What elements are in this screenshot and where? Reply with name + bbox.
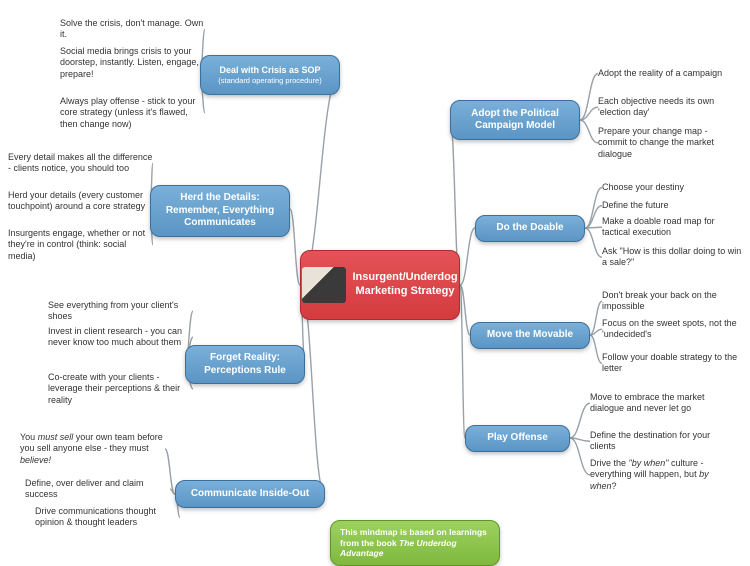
branch-label: Forget Reality: Perceptions Rule xyxy=(196,352,294,377)
leaf-text: Define, over deliver and claim success xyxy=(25,478,170,501)
leaf-text: Ask "How is this dollar doing to win a s… xyxy=(602,246,742,269)
leaf-text: Define the destination for your clients xyxy=(590,430,730,453)
branch-label: Deal with Crisis as SOP xyxy=(218,65,321,76)
branch-label: Do the Doable xyxy=(496,222,563,235)
leaf-text: Follow your doable strategy to the lette… xyxy=(602,352,742,375)
branch-campaign[interactable]: Adopt the Political Campaign Model xyxy=(450,100,580,140)
center-thumbnail xyxy=(302,267,346,303)
leaf-text: Focus on the sweet spots, not the 'undec… xyxy=(602,318,742,341)
leaf-text: Drive the "by when" culture - everything… xyxy=(590,458,730,492)
branch-label: Play Offense xyxy=(487,432,548,445)
branch-movable[interactable]: Move the Movable xyxy=(470,322,590,349)
leaf-text: Insurgents engage, whether or not they'r… xyxy=(8,228,153,262)
leaf-text: See everything from your client's shoes xyxy=(48,300,193,323)
center-title: Insurgent/Underdog Marketing Strategy xyxy=(352,271,457,299)
branch-sublabel: (standard operating procedure) xyxy=(218,76,321,85)
leaf-text: Choose your destiny xyxy=(602,182,742,193)
leaf-text: Solve the crisis, don't manage. Own it. xyxy=(60,18,205,41)
leaf-text: Move to embrace the market dialogue and … xyxy=(590,392,730,415)
leaf-text: Make a doable road map for tactical exec… xyxy=(602,216,742,239)
leaf-text: Co-create with your clients - leverage t… xyxy=(48,372,193,406)
leaf-text: Each objective needs its own 'election d… xyxy=(598,96,738,119)
leaf-text: You must sell your own team before you s… xyxy=(20,432,165,466)
center-node[interactable]: Insurgent/Underdog Marketing Strategy xyxy=(300,250,460,320)
footnote-text: This mindmap is based on learnings from … xyxy=(340,527,490,559)
leaf-text: Adopt the reality of a campaign xyxy=(598,68,738,79)
branch-communicate[interactable]: Communicate Inside-Out xyxy=(175,480,325,508)
leaf-text: Always play offense - stick to your core… xyxy=(60,96,205,130)
leaf-text: Prepare your change map - commit to chan… xyxy=(598,126,738,160)
branch-perceptions[interactable]: Forget Reality: Perceptions Rule xyxy=(185,345,305,384)
branch-label: Herd the Details: Remember, Everything C… xyxy=(161,192,279,230)
leaf-text: Every detail makes all the difference - … xyxy=(8,152,153,175)
branch-label: Adopt the Political Campaign Model xyxy=(461,108,569,133)
leaf-text: Herd your details (every customer touchp… xyxy=(8,190,153,213)
leaf-text: Invest in client research - you can neve… xyxy=(48,326,193,349)
leaf-text: Define the future xyxy=(602,200,742,211)
leaf-text: Don't break your back on the impossible xyxy=(602,290,742,313)
branch-offense[interactable]: Play Offense xyxy=(465,425,570,452)
branch-crisis[interactable]: Deal with Crisis as SOP(standard operati… xyxy=(200,55,340,95)
branch-herd[interactable]: Herd the Details: Remember, Everything C… xyxy=(150,185,290,237)
leaf-text: Social media brings crisis to your doors… xyxy=(60,46,205,80)
branch-doable[interactable]: Do the Doable xyxy=(475,215,585,242)
footnote: This mindmap is based on learnings from … xyxy=(330,520,500,566)
leaf-text: Drive communications thought opinion & t… xyxy=(35,506,180,529)
branch-label: Move the Movable xyxy=(487,329,573,342)
branch-label: Communicate Inside-Out xyxy=(191,488,309,501)
